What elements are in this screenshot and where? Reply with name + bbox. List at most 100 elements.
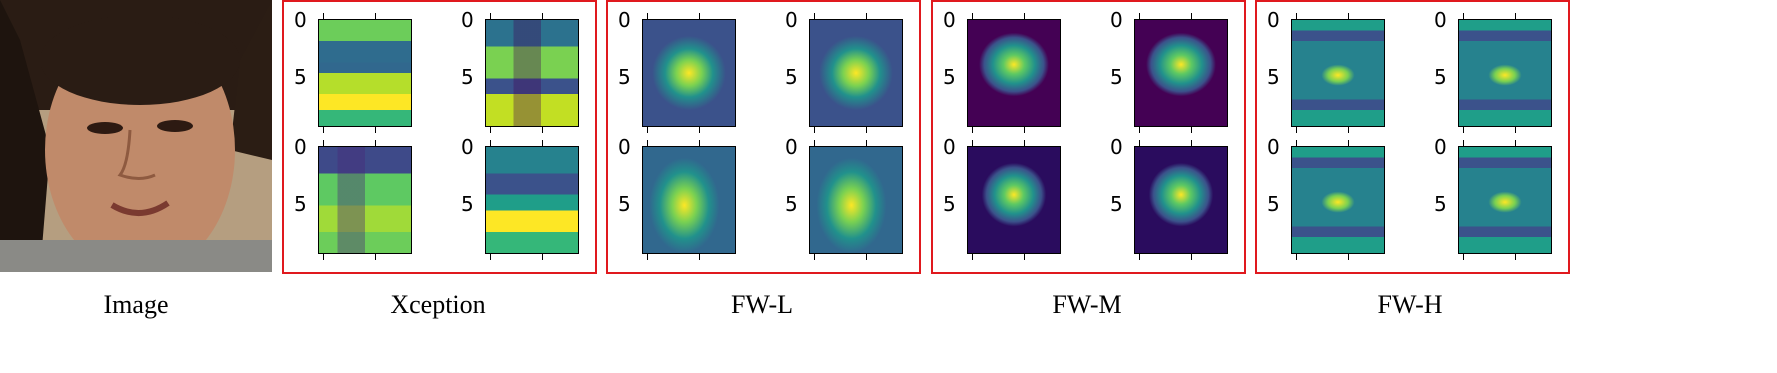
tick-mark xyxy=(866,140,867,146)
tick-mark xyxy=(1024,140,1025,146)
y-tick-label: 5 xyxy=(461,65,474,89)
y-tick-label: 5 xyxy=(294,65,307,89)
heatmap xyxy=(1291,146,1385,254)
y-tick-label: 0 xyxy=(1110,8,1123,32)
y-tick-label: 5 xyxy=(1267,65,1280,89)
highlight-box: 0 5 0 5 0 5 0 5 xyxy=(1255,0,1570,274)
tick-mark xyxy=(1463,127,1464,133)
tick-mark xyxy=(1024,127,1025,133)
caption: FW-M xyxy=(1052,290,1122,319)
tick-mark xyxy=(1296,127,1297,133)
tick-mark xyxy=(1515,140,1516,146)
tick-mark xyxy=(1348,140,1349,146)
tick-mark xyxy=(699,140,700,146)
tick-mark xyxy=(1024,254,1025,260)
tick-mark xyxy=(866,127,867,133)
tick-mark xyxy=(490,13,491,19)
y-tick-label: 0 xyxy=(1267,135,1280,159)
heatmap xyxy=(1291,19,1385,127)
tick-mark xyxy=(1191,13,1192,19)
caption: FW-H xyxy=(1377,290,1443,319)
tick-mark xyxy=(542,13,543,19)
tick-mark xyxy=(1515,127,1516,133)
heatmap xyxy=(1134,19,1228,127)
tick-mark xyxy=(814,13,815,19)
caption: Xception xyxy=(390,290,486,319)
tick-mark xyxy=(323,127,324,133)
caption: Image xyxy=(103,290,169,319)
tick-mark xyxy=(323,13,324,19)
tick-mark xyxy=(647,127,648,133)
tick-mark xyxy=(1139,127,1140,133)
tick-mark xyxy=(1463,254,1464,260)
tick-mark xyxy=(699,13,700,19)
tick-mark xyxy=(814,140,815,146)
y-tick-label: 0 xyxy=(785,8,798,32)
heatmap xyxy=(1458,19,1552,127)
tick-mark xyxy=(1515,254,1516,260)
tick-mark xyxy=(490,254,491,260)
tick-mark xyxy=(1191,140,1192,146)
y-tick-label: 5 xyxy=(1110,192,1123,216)
tick-mark xyxy=(323,254,324,260)
tick-mark xyxy=(1296,254,1297,260)
tick-mark xyxy=(375,140,376,146)
heatmap xyxy=(485,19,579,127)
tick-mark xyxy=(490,140,491,146)
y-tick-label: 0 xyxy=(294,8,307,32)
y-tick-label: 5 xyxy=(943,65,956,89)
tick-mark xyxy=(647,140,648,146)
y-tick-label: 0 xyxy=(943,8,956,32)
tick-mark xyxy=(647,13,648,19)
tick-mark xyxy=(699,127,700,133)
tick-mark xyxy=(814,254,815,260)
heatmap xyxy=(642,19,736,127)
tick-mark xyxy=(375,13,376,19)
y-tick-label: 5 xyxy=(461,192,474,216)
y-tick-label: 5 xyxy=(943,192,956,216)
tick-mark xyxy=(375,254,376,260)
y-tick-label: 5 xyxy=(618,65,631,89)
heatmap xyxy=(485,146,579,254)
tick-mark xyxy=(972,13,973,19)
tick-mark xyxy=(1191,254,1192,260)
tick-mark xyxy=(1463,140,1464,146)
tick-mark xyxy=(1139,13,1140,19)
tick-mark xyxy=(1348,13,1349,19)
heatmap xyxy=(967,19,1061,127)
tick-mark xyxy=(972,140,973,146)
y-tick-label: 5 xyxy=(1434,65,1447,89)
tick-mark xyxy=(1515,13,1516,19)
heatmap xyxy=(1134,146,1228,254)
tick-mark xyxy=(647,254,648,260)
tick-mark xyxy=(1296,13,1297,19)
y-tick-label: 5 xyxy=(1110,65,1123,89)
tick-mark xyxy=(1348,127,1349,133)
tick-mark xyxy=(1139,140,1140,146)
tick-mark xyxy=(1463,13,1464,19)
tick-mark xyxy=(866,254,867,260)
y-tick-label: 0 xyxy=(785,135,798,159)
tick-mark xyxy=(490,127,491,133)
y-tick-label: 5 xyxy=(785,192,798,216)
tick-mark xyxy=(1024,13,1025,19)
tick-mark xyxy=(542,140,543,146)
heatmap xyxy=(318,19,412,127)
heatmap xyxy=(1458,146,1552,254)
highlight-box: 0 5 0 5 0 5 0 5 xyxy=(931,0,1246,274)
tick-mark xyxy=(1348,254,1349,260)
y-tick-label: 5 xyxy=(785,65,798,89)
tick-mark xyxy=(972,127,973,133)
y-tick-label: 0 xyxy=(1267,8,1280,32)
tick-mark xyxy=(1296,140,1297,146)
tick-mark xyxy=(542,127,543,133)
y-tick-label: 0 xyxy=(461,135,474,159)
y-tick-label: 0 xyxy=(294,135,307,159)
heatmap xyxy=(967,146,1061,254)
y-tick-label: 0 xyxy=(1110,135,1123,159)
y-tick-label: 0 xyxy=(943,135,956,159)
highlight-box: 0 5 0 5 0 5 0 5 xyxy=(282,0,597,274)
y-tick-label: 5 xyxy=(1267,192,1280,216)
y-tick-label: 0 xyxy=(461,8,474,32)
